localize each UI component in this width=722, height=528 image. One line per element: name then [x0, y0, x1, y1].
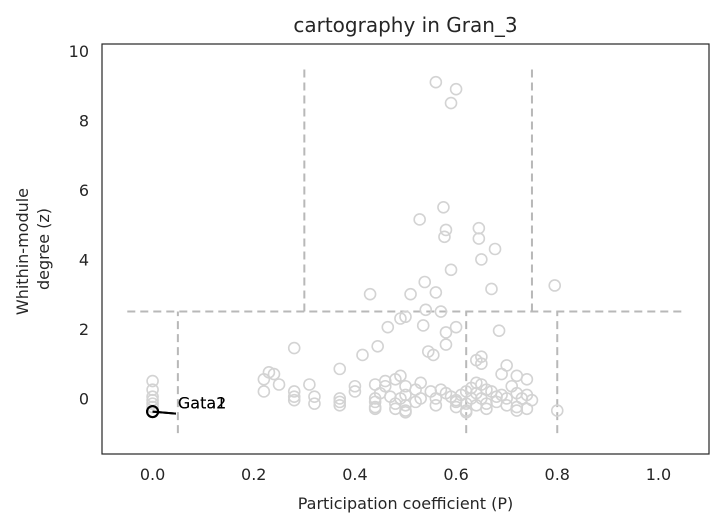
data-point — [444, 263, 458, 277]
data-point — [287, 341, 301, 355]
data-point — [287, 385, 301, 398]
highlight-point — [146, 405, 160, 419]
data-point — [550, 404, 564, 417]
data-point — [146, 397, 159, 410]
data-point — [429, 392, 443, 405]
data-point — [399, 310, 412, 324]
data-point — [429, 399, 443, 412]
x-tick-label: 0.8 — [545, 465, 570, 484]
x-tick-label: 1.0 — [646, 465, 671, 484]
y-axis-ticks: 0 2 4 6 8 10 — [69, 42, 89, 408]
annotation-leader — [152, 410, 176, 415]
data-point — [413, 213, 426, 226]
data-point — [333, 395, 347, 409]
y-axis-label: Whithin-module degree (z) — [13, 183, 53, 315]
data-point — [333, 392, 347, 405]
data-point — [434, 305, 448, 318]
data-point — [257, 385, 271, 398]
data-point — [416, 319, 430, 332]
y-axis-label-line-1: Whithin-module — [13, 188, 32, 315]
data-point — [409, 395, 422, 409]
y-tick-label: 4 — [79, 250, 89, 269]
data-point — [368, 395, 382, 409]
x-axis-label: Participation coefficient (P) — [298, 494, 514, 513]
plot-frame — [101, 43, 710, 455]
data-point — [429, 286, 443, 299]
y-tick-label: 2 — [79, 320, 89, 339]
data-point — [429, 75, 443, 89]
data-point — [371, 339, 384, 353]
data-point — [438, 230, 451, 244]
data-point — [485, 282, 498, 296]
x-tick-label: 0.4 — [342, 465, 367, 484]
x-tick-label: 0.2 — [241, 465, 266, 484]
x-tick-label: 0.0 — [140, 465, 165, 484]
data-point — [308, 397, 321, 410]
data-point — [472, 232, 486, 245]
data-point — [368, 402, 382, 416]
y-axis-label-line-2: degree (z) — [34, 208, 53, 290]
data-point — [267, 367, 281, 381]
data-point — [444, 96, 458, 110]
data-point — [272, 378, 286, 391]
data-point — [348, 379, 362, 393]
data-point — [348, 385, 362, 398]
data-point — [287, 390, 301, 403]
data-point — [287, 393, 301, 407]
data-point — [520, 372, 534, 386]
y-tick-label: 10 — [69, 42, 89, 61]
data-point — [303, 378, 316, 391]
data-point — [363, 287, 377, 301]
data-point — [333, 399, 347, 412]
data-point — [439, 326, 453, 339]
data-point — [399, 406, 412, 419]
data-point — [257, 372, 271, 386]
y-tick-label: 8 — [79, 111, 89, 130]
data-point — [439, 223, 453, 237]
data-point — [449, 320, 463, 334]
data-point — [146, 374, 159, 388]
plot-background — [102, 44, 709, 454]
data-point — [381, 320, 395, 334]
data-points — [146, 75, 564, 419]
annotation-label: Gata2 — [178, 394, 226, 413]
data-point — [356, 348, 369, 362]
data-point — [449, 82, 463, 96]
data-point — [495, 367, 508, 381]
data-point — [492, 324, 506, 337]
data-point — [475, 253, 488, 266]
chart-title: cartography in Gran_3 — [293, 13, 517, 37]
data-point — [510, 404, 524, 417]
data-point — [475, 357, 488, 370]
data-point — [394, 312, 407, 325]
data-point — [308, 390, 321, 403]
data-point — [488, 242, 502, 256]
annotation-label: Gata1 — [178, 394, 226, 413]
data-point — [419, 303, 433, 317]
x-axis-ticks: 0.0 0.2 0.4 0.6 0.8 1.0 — [140, 465, 671, 484]
y-tick-label: 6 — [79, 181, 89, 200]
data-point — [437, 201, 450, 214]
data-point — [480, 402, 493, 416]
data-point — [427, 348, 440, 362]
data-point — [439, 338, 453, 351]
data-point — [404, 287, 417, 301]
x-tick-label: 0.6 — [443, 465, 468, 484]
data-point — [548, 279, 562, 292]
data-point — [333, 362, 347, 376]
y-tick-label: 0 — [79, 389, 89, 408]
data-point — [459, 406, 473, 419]
data-point — [418, 275, 432, 289]
